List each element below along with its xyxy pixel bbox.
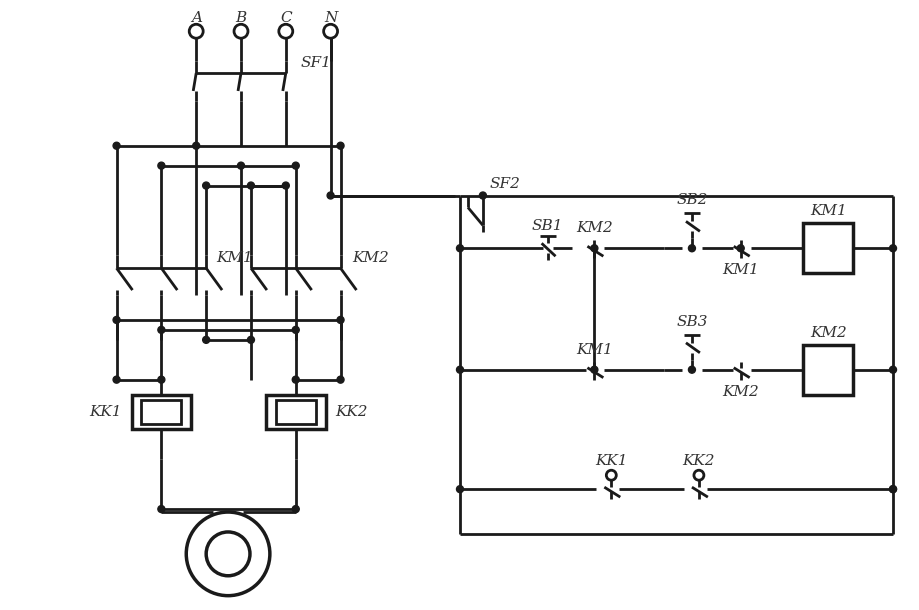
Circle shape <box>336 142 344 149</box>
Circle shape <box>113 317 119 323</box>
Bar <box>802 345 852 395</box>
Text: KK2: KK2 <box>335 404 368 418</box>
Bar <box>131 395 191 429</box>
Text: SB3: SB3 <box>675 315 707 329</box>
Text: B: B <box>235 12 246 25</box>
Bar <box>266 395 325 429</box>
Text: SB2: SB2 <box>675 193 707 207</box>
Text: SF2: SF2 <box>489 176 520 190</box>
Text: N: N <box>323 12 337 25</box>
Circle shape <box>590 366 597 373</box>
Circle shape <box>113 376 119 383</box>
Text: KM2: KM2 <box>721 384 758 398</box>
Text: KK1: KK1 <box>89 404 121 418</box>
Circle shape <box>889 486 895 493</box>
Bar <box>802 223 852 273</box>
Circle shape <box>479 192 486 199</box>
Circle shape <box>292 162 299 169</box>
Circle shape <box>113 142 119 149</box>
Text: C: C <box>279 12 291 25</box>
Text: KM1: KM1 <box>575 343 612 357</box>
Bar <box>276 400 315 425</box>
Text: KM2: KM2 <box>352 251 389 265</box>
Text: KM1: KM1 <box>216 251 253 265</box>
Circle shape <box>736 245 743 252</box>
Circle shape <box>158 376 165 383</box>
Circle shape <box>192 142 199 149</box>
Circle shape <box>327 192 334 199</box>
Text: SB1: SB1 <box>531 220 562 234</box>
Text: KM1: KM1 <box>721 263 758 277</box>
Circle shape <box>237 162 244 169</box>
Circle shape <box>282 182 289 189</box>
Text: KK1: KK1 <box>595 454 627 468</box>
Circle shape <box>158 162 165 169</box>
Circle shape <box>336 376 344 383</box>
Circle shape <box>336 317 344 323</box>
Circle shape <box>158 326 165 334</box>
Circle shape <box>456 245 463 252</box>
Circle shape <box>247 336 255 343</box>
Circle shape <box>202 336 210 343</box>
Bar <box>142 400 181 425</box>
Circle shape <box>456 486 463 493</box>
Circle shape <box>292 376 299 383</box>
Circle shape <box>247 182 255 189</box>
Text: SF1: SF1 <box>301 56 331 70</box>
Circle shape <box>456 366 463 373</box>
Text: KM1: KM1 <box>809 204 845 218</box>
Circle shape <box>292 326 299 334</box>
Circle shape <box>292 506 299 512</box>
Text: KM2: KM2 <box>575 221 612 235</box>
Circle shape <box>687 245 695 252</box>
Circle shape <box>889 245 895 252</box>
Circle shape <box>889 366 895 373</box>
Text: A: A <box>190 12 201 25</box>
Circle shape <box>590 245 597 252</box>
Text: KK2: KK2 <box>682 454 714 468</box>
Circle shape <box>687 366 695 373</box>
Circle shape <box>202 182 210 189</box>
Circle shape <box>158 506 165 512</box>
Text: KM2: KM2 <box>809 326 845 340</box>
Circle shape <box>889 486 895 493</box>
